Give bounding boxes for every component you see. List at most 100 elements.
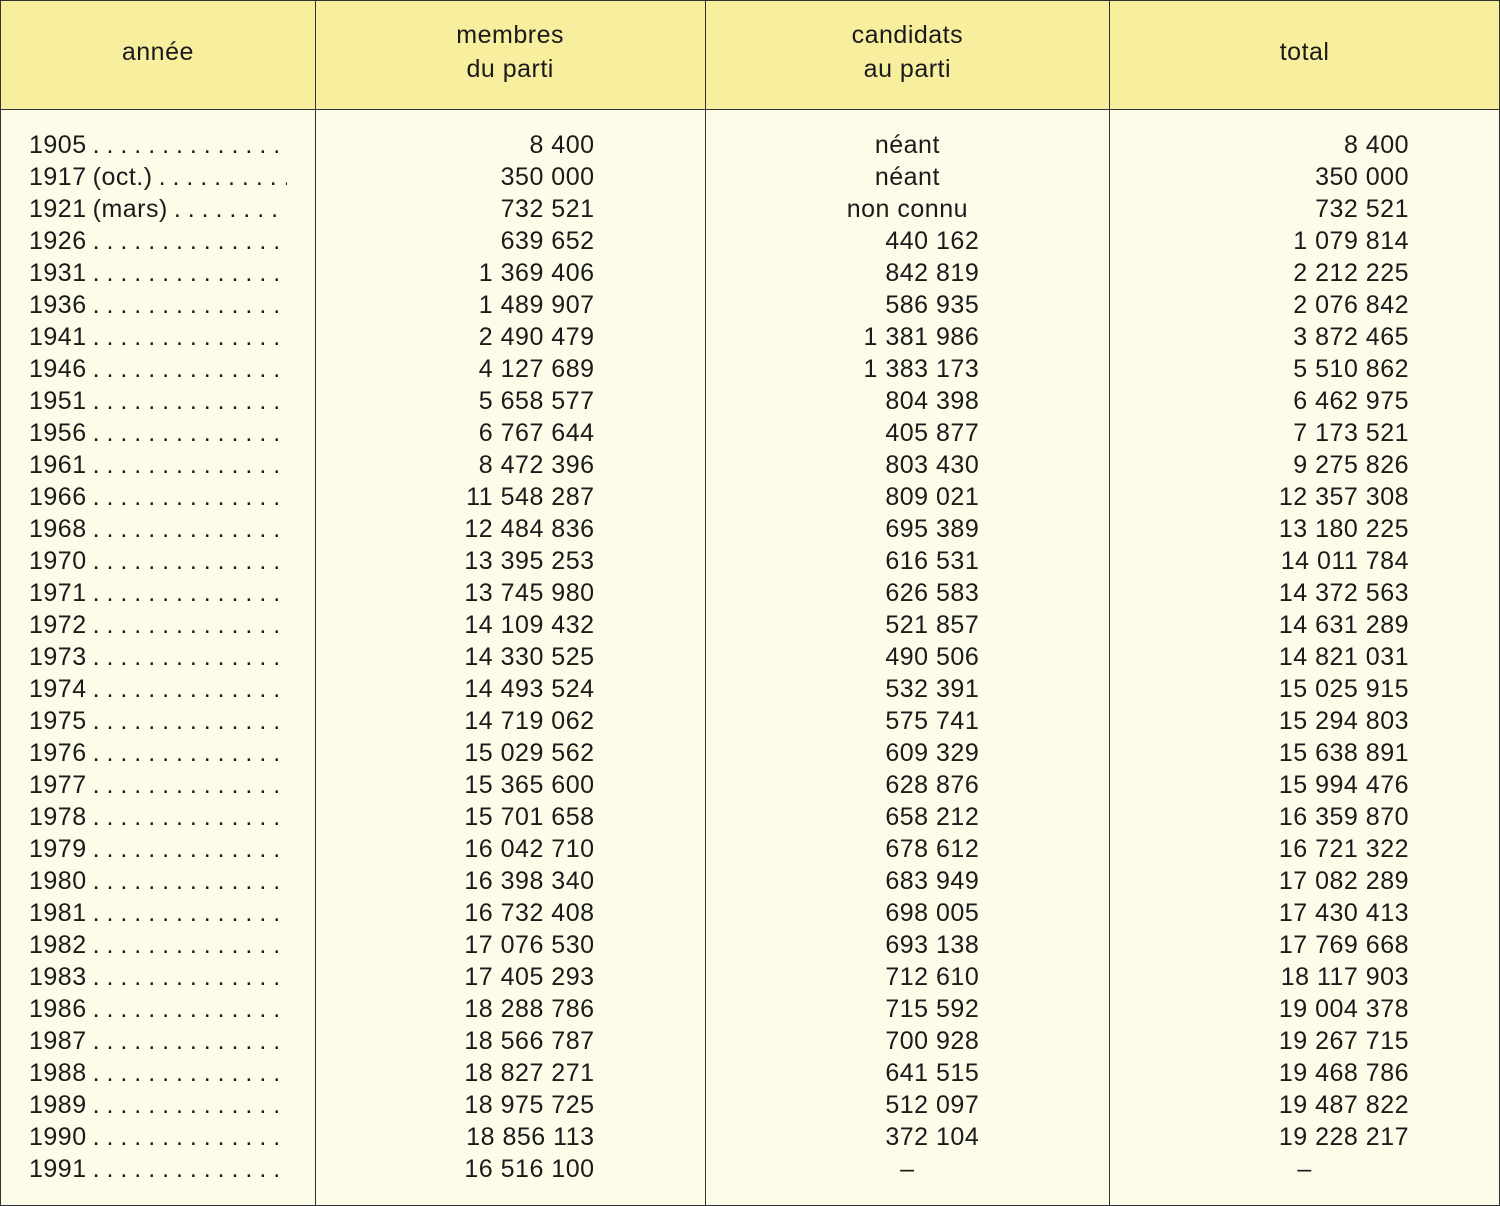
cell-membres: 15 701 658	[315, 801, 705, 833]
cell-annee: 1926	[1, 225, 316, 257]
cell-membres: 17 405 293	[315, 961, 705, 993]
table-row: 197013 395 253616 53114 011 784	[1, 545, 1500, 577]
table-row: 197414 493 524532 39115 025 915	[1, 673, 1500, 705]
cell-annee: 1977	[1, 769, 316, 801]
cell-annee: 1980	[1, 865, 316, 897]
year-value: 1976	[29, 737, 93, 769]
table-row: 198217 076 530693 13817 769 668	[1, 929, 1500, 961]
leader-dots	[93, 993, 287, 1025]
cell-candidats: 609 329	[705, 737, 1110, 769]
year-value: 1988	[29, 1057, 93, 1089]
year-value: 1917	[29, 161, 93, 193]
table-row: 197815 701 658658 21216 359 870	[1, 801, 1500, 833]
table-row: 1917(oct.)350 000néant350 000	[1, 161, 1500, 193]
leader-dots	[93, 321, 287, 353]
year-value: 1981	[29, 897, 93, 929]
table-row: 196812 484 836695 38913 180 225	[1, 513, 1500, 545]
table-row: 19412 490 4791 381 9863 872 465	[1, 321, 1500, 353]
header-membres: membresdu parti	[315, 1, 705, 110]
leader-dots	[93, 257, 287, 289]
cell-annee: 1971	[1, 577, 316, 609]
table-row: 197916 042 710678 61216 721 322	[1, 833, 1500, 865]
cell-candidats: 693 138	[705, 929, 1110, 961]
leader-dots	[93, 449, 287, 481]
cell-membres: 18 827 271	[315, 1057, 705, 1089]
cell-total: 7 173 521	[1110, 417, 1500, 449]
leader-dots	[93, 769, 287, 801]
year-value: 1956	[29, 417, 93, 449]
cell-annee: 1972	[1, 609, 316, 641]
cell-total: 2 076 842	[1110, 289, 1500, 321]
cell-annee: 1978	[1, 801, 316, 833]
cell-membres: 14 493 524	[315, 673, 705, 705]
cell-total: 19 228 217	[1110, 1121, 1500, 1153]
table-row: 198116 732 408698 00517 430 413	[1, 897, 1500, 929]
spacer-row	[1, 109, 1500, 129]
table-row: 199018 856 113372 10419 228 217	[1, 1121, 1500, 1153]
cell-total: 2 212 225	[1110, 257, 1500, 289]
leader-dots	[93, 1153, 287, 1185]
cell-membres: 8 400	[315, 129, 705, 161]
cell-membres: 14 330 525	[315, 641, 705, 673]
year-value: 1989	[29, 1089, 93, 1121]
table-row: 19464 127 6891 383 1735 510 862	[1, 353, 1500, 385]
cell-total: 3 872 465	[1110, 321, 1500, 353]
cell-annee: 1983	[1, 961, 316, 993]
cell-candidats: néant	[705, 161, 1110, 193]
leader-dots	[93, 1121, 287, 1153]
cell-candidats: 695 389	[705, 513, 1110, 545]
table-row: 197214 109 432521 85714 631 289	[1, 609, 1500, 641]
cell-membres: 13 395 253	[315, 545, 705, 577]
cell-membres: 15 029 562	[315, 737, 705, 769]
cell-total: 19 487 822	[1110, 1089, 1500, 1121]
leader-dots	[93, 609, 287, 641]
cell-membres: 8 472 396	[315, 449, 705, 481]
cell-candidats: 405 877	[705, 417, 1110, 449]
year-value: 1979	[29, 833, 93, 865]
cell-total: 17 769 668	[1110, 929, 1500, 961]
year-value: 1936	[29, 289, 93, 321]
leader-dots	[93, 225, 287, 257]
table-row: 19618 472 396803 4309 275 826	[1, 449, 1500, 481]
table-row: 1921(mars)732 521non connu732 521	[1, 193, 1500, 225]
cell-total: 19 004 378	[1110, 993, 1500, 1025]
year-value: 1968	[29, 513, 93, 545]
cell-membres: 18 975 725	[315, 1089, 705, 1121]
cell-annee: 1941	[1, 321, 316, 353]
data-table: année membresdu parti candidatsau parti …	[0, 0, 1500, 1206]
leader-dots	[93, 1025, 287, 1057]
table-row: 1926639 652440 1621 079 814	[1, 225, 1500, 257]
table-row: 199116 516 100––	[1, 1153, 1500, 1185]
year-value: 1926	[29, 225, 93, 257]
cell-annee: 1974	[1, 673, 316, 705]
cell-candidats: 700 928	[705, 1025, 1110, 1057]
cell-annee: 1982	[1, 929, 316, 961]
header-annee: année	[1, 1, 316, 110]
leader-dots	[93, 641, 287, 673]
cell-membres: 6 767 644	[315, 417, 705, 449]
year-value: 1983	[29, 961, 93, 993]
cell-annee: 1905	[1, 129, 316, 161]
cell-annee: 1951	[1, 385, 316, 417]
year-value: 1978	[29, 801, 93, 833]
cell-membres: 5 658 577	[315, 385, 705, 417]
leader-dots	[93, 929, 287, 961]
cell-annee: 1986	[1, 993, 316, 1025]
cell-annee: 1917(oct.)	[1, 161, 316, 193]
cell-annee: 1970	[1, 545, 316, 577]
year-value: 1973	[29, 641, 93, 673]
cell-candidats: 626 583	[705, 577, 1110, 609]
spacer-row	[1, 1185, 1500, 1205]
cell-total: 17 082 289	[1110, 865, 1500, 897]
leader-dots	[93, 513, 287, 545]
cell-candidats: 490 506	[705, 641, 1110, 673]
table-row: 197715 365 600628 87615 994 476	[1, 769, 1500, 801]
cell-membres: 15 365 600	[315, 769, 705, 801]
leader-dots	[93, 897, 287, 929]
cell-total: 18 117 903	[1110, 961, 1500, 993]
cell-annee: 1966	[1, 481, 316, 513]
cell-total: 15 638 891	[1110, 737, 1500, 769]
year-value: 1931	[29, 257, 93, 289]
cell-total: 14 821 031	[1110, 641, 1500, 673]
year-value: 1966	[29, 481, 93, 513]
